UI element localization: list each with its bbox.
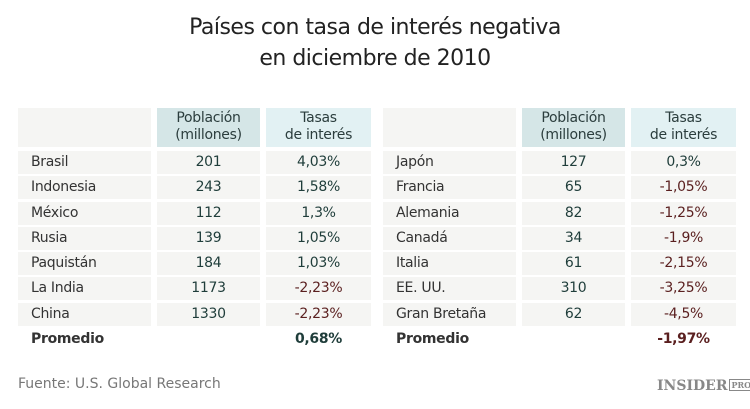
country-cell: Francia bbox=[383, 176, 516, 200]
country-cell: EE. UU. bbox=[383, 277, 516, 301]
title-line-2: en diciembre de 2010 bbox=[259, 46, 491, 71]
population-cell: 34 bbox=[522, 226, 625, 250]
logo-main: INSIDER bbox=[657, 378, 728, 394]
header-blank bbox=[18, 108, 151, 147]
logo-sub: PRO bbox=[729, 379, 750, 391]
rate-cell: 1,3% bbox=[266, 201, 371, 225]
table-row: Gran Bretaña 62 -4,5% bbox=[383, 302, 736, 326]
population-cell: 62 bbox=[522, 302, 625, 326]
header-text: (millones) bbox=[540, 127, 607, 143]
population-cell: 65 bbox=[522, 176, 625, 200]
population-cell: 61 bbox=[522, 252, 625, 276]
average-row: Promedio -1,97% bbox=[383, 328, 736, 352]
insider-pro-logo: INSIDER PRO bbox=[657, 378, 750, 394]
source-note: Fuente: U.S. Global Research bbox=[18, 376, 221, 392]
country-cell: Rusia bbox=[18, 226, 151, 250]
country-cell: Paquistán bbox=[18, 252, 151, 276]
rate-cell: 4,03% bbox=[266, 151, 371, 174]
average-population bbox=[522, 328, 625, 352]
country-cell: Indonesia bbox=[18, 176, 151, 200]
population-cell: 243 bbox=[157, 176, 260, 200]
rate-cell: 1,03% bbox=[266, 252, 371, 276]
population-cell: 184 bbox=[157, 252, 260, 276]
rate-cell: 1,05% bbox=[266, 226, 371, 250]
average-row: Promedio 0,68% bbox=[18, 328, 371, 352]
table-row: Italia 61 -2,15% bbox=[383, 252, 736, 276]
rate-cell: -1,25% bbox=[631, 201, 736, 225]
table-row: Indonesia 243 1,58% bbox=[18, 176, 371, 200]
table-row: México 112 1,3% bbox=[18, 201, 371, 225]
table-row: La India 1173 -2,23% bbox=[18, 277, 371, 301]
rate-cell: -2,23% bbox=[266, 277, 371, 301]
table-row: Alemania 82 -1,25% bbox=[383, 201, 736, 225]
table-row: EE. UU. 310 -3,25% bbox=[383, 277, 736, 301]
average-population bbox=[157, 328, 260, 352]
average-rate: 0,68% bbox=[266, 328, 371, 352]
left-table: Población (millones) Tasas de interés Brasi… bbox=[18, 108, 371, 353]
rate-cell: -2,15% bbox=[631, 252, 736, 276]
table-row: Paquistán 184 1,03% bbox=[18, 252, 371, 276]
table-row: Francia 65 -1,05% bbox=[383, 176, 736, 200]
population-cell: 127 bbox=[522, 151, 625, 174]
header-text: de interés bbox=[649, 127, 718, 143]
rate-cell: -1,9% bbox=[631, 226, 736, 250]
population-cell: 82 bbox=[522, 201, 625, 225]
country-cell: China bbox=[18, 302, 151, 326]
table-row: Brasil 201 4,03% bbox=[18, 151, 371, 174]
header-text: (millones) bbox=[175, 127, 242, 143]
population-cell: 112 bbox=[157, 201, 260, 225]
population-cell: 1330 bbox=[157, 302, 260, 326]
header-text: de interés bbox=[284, 127, 353, 143]
population-cell: 201 bbox=[157, 151, 260, 174]
rate-cell: -3,25% bbox=[631, 277, 736, 301]
country-cell: México bbox=[18, 201, 151, 225]
average-rate: -1,97% bbox=[631, 328, 736, 352]
header-row: Población (millones) Tasas de interés bbox=[18, 108, 371, 147]
country-cell: Italia bbox=[383, 252, 516, 276]
table-row: Japón 127 0,3% bbox=[383, 151, 736, 174]
country-cell: Gran Bretaña bbox=[383, 302, 516, 326]
country-cell: Brasil bbox=[18, 151, 151, 174]
rate-cell: 0,3% bbox=[631, 151, 736, 174]
header-text: Población bbox=[176, 110, 241, 126]
header-population: Población (millones) bbox=[522, 108, 625, 147]
country-cell: La India bbox=[18, 277, 151, 301]
table-row: Canadá 34 -1,9% bbox=[383, 226, 736, 250]
header-text: Población bbox=[541, 110, 606, 126]
header-rate: Tasas de interés bbox=[266, 108, 371, 147]
header-row: Población (millones) Tasas de interés bbox=[383, 108, 736, 147]
rate-cell: 1,58% bbox=[266, 176, 371, 200]
header-blank bbox=[383, 108, 516, 147]
rate-cell: -4,5% bbox=[631, 302, 736, 326]
average-label: Promedio bbox=[18, 328, 151, 352]
header-rate: Tasas de interés bbox=[631, 108, 736, 147]
rate-cell: -1,05% bbox=[631, 176, 736, 200]
title-line-1: Países con tasa de interés negativa bbox=[189, 15, 561, 40]
average-label: Promedio bbox=[383, 328, 516, 352]
country-cell: Alemania bbox=[383, 201, 516, 225]
right-table: Población (millones) Tasas de interés Japón… bbox=[383, 108, 736, 353]
country-cell: Canadá bbox=[383, 226, 516, 250]
population-cell: 310 bbox=[522, 277, 625, 301]
header-text: Tasas bbox=[300, 110, 337, 126]
table-row: Rusia 139 1,05% bbox=[18, 226, 371, 250]
rate-cell: -2,23% bbox=[266, 302, 371, 326]
header-text: Tasas bbox=[665, 110, 702, 126]
population-cell: 139 bbox=[157, 226, 260, 250]
table-row: China 1330 -2,23% bbox=[18, 302, 371, 326]
page-title: Países con tasa de interés negativa en d… bbox=[0, 12, 750, 74]
population-cell: 1173 bbox=[157, 277, 260, 301]
country-cell: Japón bbox=[383, 151, 516, 174]
header-population: Población (millones) bbox=[157, 108, 260, 147]
